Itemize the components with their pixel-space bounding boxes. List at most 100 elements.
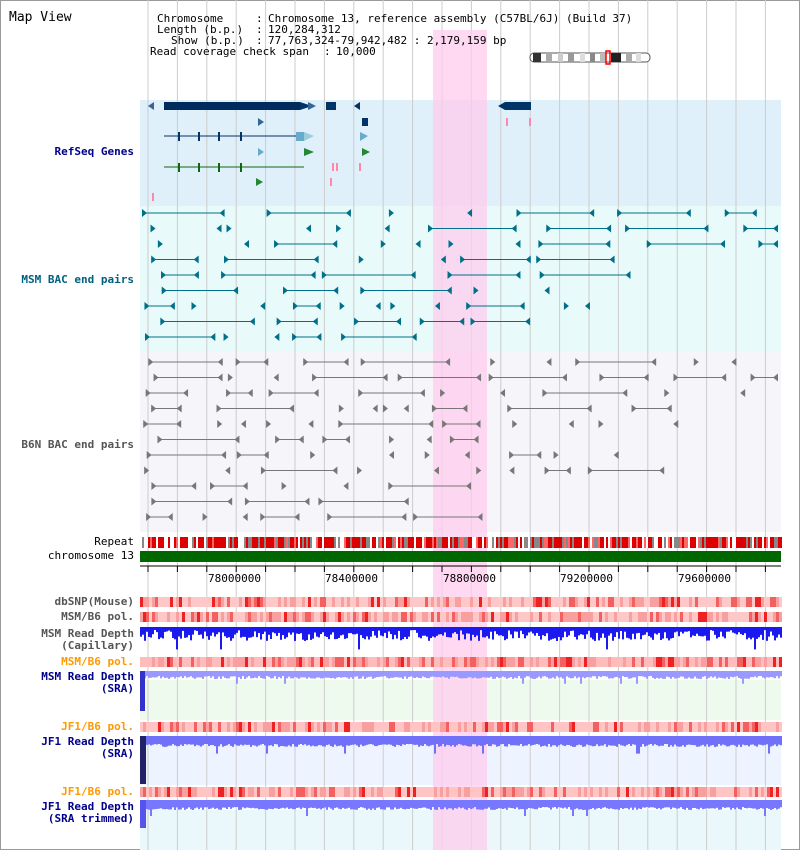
msm-sra-depth-bar — [346, 671, 348, 678]
msm-pol-sra-heat-cell — [548, 657, 551, 667]
polymorphism-heat-tracks[interactable] — [140, 597, 782, 797]
jf1-pol-2-heat-cell — [665, 787, 668, 797]
msm-capillary-depth-bar — [630, 627, 632, 640]
dbsnp-heat-cell — [173, 597, 176, 607]
msm-sra-depth-bar — [620, 671, 622, 684]
msm-pol-sra-heat-cell — [449, 657, 452, 667]
repeat-track[interactable] — [140, 537, 782, 548]
msm-sra-depth-bar — [468, 671, 470, 678]
msm-sra-depth-bar — [422, 671, 424, 677]
track-label-jf1-depth-trimmed[interactable]: JF1 Read Depth — [41, 800, 134, 813]
repeat-element — [696, 537, 698, 548]
msm-pol-heat-cell — [590, 612, 593, 622]
jf1-pol-2-heat-cell — [650, 787, 653, 797]
jf1-trimmed-depth-bar — [156, 800, 158, 810]
msm-pol-sra-heat-cell — [401, 657, 404, 667]
repeat-element — [218, 537, 220, 548]
jf1-trimmed-depth-bar — [398, 800, 400, 809]
msm-pol-heat-cell — [161, 612, 164, 622]
msm-sra-depth-bar — [626, 671, 628, 678]
jf1-sra-depth-bar — [162, 736, 164, 747]
jf1-pol-heat-cell — [746, 722, 749, 732]
jf1-sra-depth-bar — [264, 736, 266, 746]
jf1-sra-depth-bar — [204, 736, 206, 745]
b6n-bac-end-pairs[interactable] — [143, 358, 778, 521]
repeat-element — [470, 537, 472, 548]
msm-sra-depth-bar — [704, 671, 706, 677]
msm-bac-pair-end — [380, 240, 386, 248]
dbsnp-heat-cell — [779, 597, 782, 607]
track-label-chromosome: chromosome 13 — [47, 549, 134, 562]
dbsnp-heat-cell — [176, 597, 179, 607]
msm-sra-depth-bar — [738, 671, 740, 678]
msm-capillary-depth-bar — [564, 627, 566, 632]
track-label-jf1-pol[interactable]: JF1/B6 pol. — [61, 720, 134, 733]
track-label-msm-depth-capillary[interactable]: MSM Read Depth — [41, 627, 134, 640]
track-label-msm-pol-sra[interactable]: MSM/B6 pol. — [61, 655, 134, 668]
header-key-length: Length (b.p.) — [157, 23, 244, 36]
msm-pol-heat-cell — [509, 612, 512, 622]
b6n-bac-pair-end — [202, 513, 208, 521]
jf1-pol-2-heat-cell — [557, 787, 560, 797]
msm-capillary-depth-bar — [140, 627, 142, 637]
msm-sra-depth-bar — [172, 671, 174, 677]
repeat-element — [638, 537, 640, 548]
chromosome-ideogram[interactable] — [529, 50, 651, 65]
dbsnp-heat-cell — [191, 597, 194, 607]
jf1-trimmed-depth-bar — [186, 800, 188, 809]
msm-pol-heat-cell — [164, 612, 167, 622]
msm-capillary-depth-bar — [198, 627, 200, 635]
jf1-trimmed-depth-bar — [198, 800, 200, 810]
jf1-sra-depth-bar — [296, 736, 298, 747]
track-label-msm-bac[interactable]: MSM BAC end pairs — [21, 273, 134, 286]
msm-bac-end-pairs[interactable] — [142, 209, 778, 341]
repeat-element — [384, 537, 386, 548]
track-label-dbsnp[interactable]: dbSNP(Mouse) — [54, 595, 134, 608]
msm-sra-depth-bar — [360, 671, 362, 679]
msm-pol-heat-cell — [641, 612, 644, 622]
repeat-element — [324, 537, 326, 548]
b6n-bac-pair-end — [268, 389, 274, 397]
track-label-msm-pol[interactable]: MSM/B6 pol. — [61, 610, 134, 623]
jf1-trimmed-depth-bar — [514, 800, 516, 809]
jf1-trimmed-depth-bar — [498, 800, 500, 809]
track-label-jf1-depth[interactable]: JF1 Read Depth — [41, 735, 134, 748]
msm-capillary-depth-bar — [766, 627, 768, 641]
jf1-pol-2-heat-cell — [575, 787, 578, 797]
repeat-element — [152, 537, 154, 548]
track-label-b6n-bac[interactable]: B6N BAC end pairs — [21, 438, 134, 451]
chromosome-bar[interactable] — [140, 551, 781, 562]
msm-sra-depth-bar — [436, 671, 438, 678]
msm-capillary-depth-bar — [698, 627, 700, 636]
msm-pol-heat-cell — [677, 612, 680, 622]
b6n-bac-pair-end — [236, 451, 242, 459]
jf1-pol-2-heat-cell — [212, 787, 215, 797]
dbsnp-heat-cell — [200, 597, 203, 607]
read-depth-tracks[interactable] — [140, 627, 782, 828]
dbsnp-heat-cell — [767, 597, 770, 607]
b6n-bac-pair-end — [382, 404, 388, 413]
track-label-refseq[interactable]: RefSeq Genes — [54, 145, 134, 158]
msm-pol-heat-cell — [725, 612, 728, 622]
track-label-jf1-depth-trimmed-sub: (SRA trimmed) — [47, 812, 134, 825]
msm-pol-sra-heat-cell — [221, 657, 224, 667]
repeat-element — [692, 537, 694, 548]
msm-bac-pair-end — [144, 302, 150, 310]
refseq-gene-models[interactable] — [148, 102, 531, 201]
jf1-trimmed-depth-bar — [352, 800, 354, 810]
msm-sra-depth-bar — [418, 671, 420, 678]
msm-sra-depth-bar — [516, 671, 518, 679]
jf1-pol-heat-cell — [455, 722, 458, 732]
jf1-pol-2-heat-cell — [752, 787, 755, 797]
msm-capillary-depth-bar — [238, 627, 240, 631]
msm-sra-depth-bar — [202, 671, 204, 679]
jf1-pol-2-heat-cell — [233, 787, 236, 797]
msm-pol-sra-heat-cell — [287, 657, 290, 667]
track-label-msm-depth-sra[interactable]: MSM Read Depth — [41, 670, 134, 683]
msm-pol-heat-cell — [620, 612, 623, 622]
msm-pol-heat-cell — [758, 612, 761, 622]
msm-pol-heat-cell — [773, 612, 776, 622]
msm-bac-pair-end — [538, 240, 544, 248]
track-label-jf1-pol-2[interactable]: JF1/B6 pol. — [61, 785, 134, 798]
